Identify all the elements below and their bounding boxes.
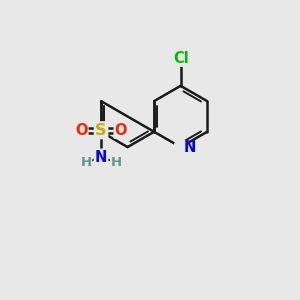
Text: H: H xyxy=(111,156,122,169)
Text: N: N xyxy=(184,140,196,154)
Text: Cl: Cl xyxy=(173,51,188,66)
Text: H: H xyxy=(80,156,92,169)
Text: N: N xyxy=(95,150,107,165)
Text: S: S xyxy=(95,123,107,138)
Text: O: O xyxy=(115,123,127,138)
Text: O: O xyxy=(75,123,88,138)
